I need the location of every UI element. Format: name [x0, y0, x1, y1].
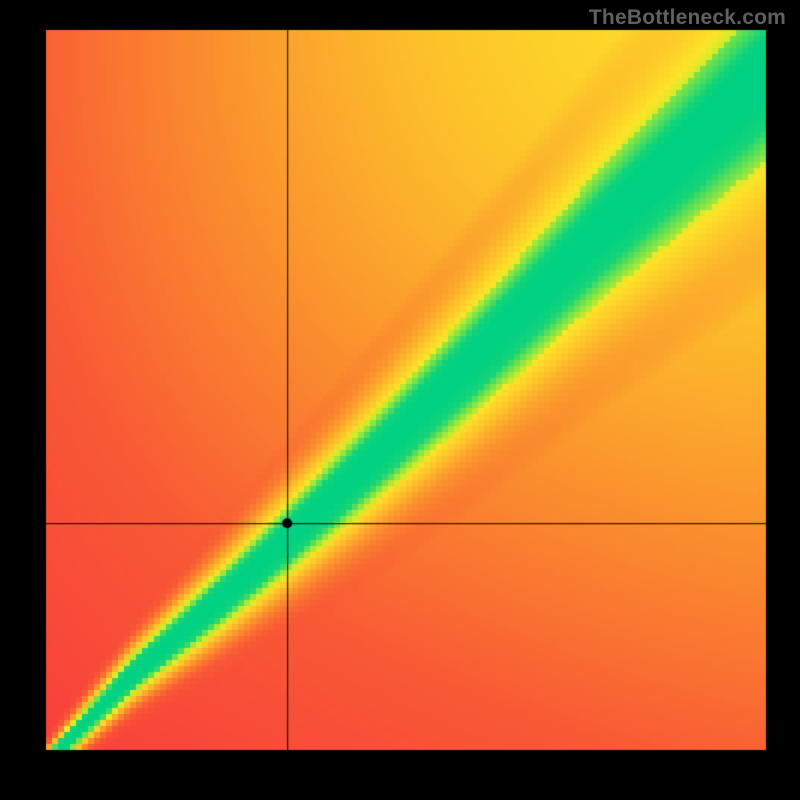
chart-container: TheBottleneck.com — [0, 0, 800, 800]
heatmap-canvas — [0, 0, 800, 800]
watermark-text: TheBottleneck.com — [589, 6, 786, 30]
